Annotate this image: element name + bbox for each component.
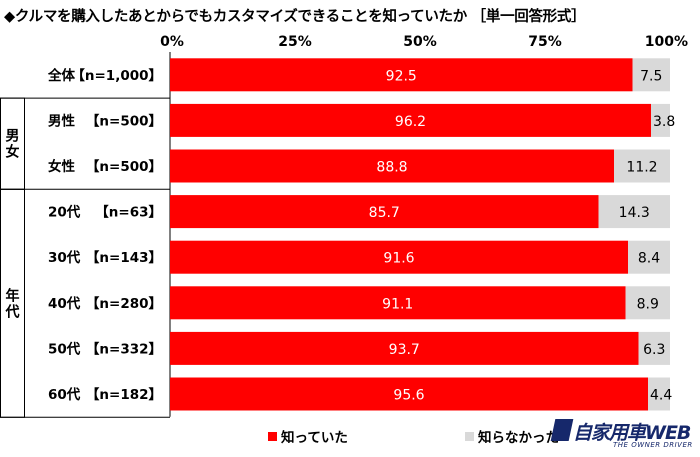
data-label-knew: 88.8 — [376, 160, 407, 176]
bar-knew — [170, 240, 628, 274]
legend-didnt-know: 知らなかった — [465, 426, 559, 446]
data-label-knew: 92.5 — [386, 68, 417, 84]
legend-swatch-didnt-know — [465, 432, 474, 441]
bar-didnt-know — [638, 331, 670, 365]
brand-name: 自家用車WEB — [573, 422, 691, 444]
x-tick-label: 75% — [528, 34, 562, 50]
data-label-didnt-know: 14.3 — [619, 205, 650, 221]
row-sample-size: 【n=280】 — [86, 296, 162, 312]
bar-knew — [170, 286, 626, 320]
row-sample-size: 【n=332】 — [86, 341, 162, 357]
bar-didnt-know — [628, 240, 670, 274]
row-sample-size: 【n=182】 — [86, 387, 162, 403]
data-label-didnt-know: 11.2 — [626, 160, 657, 176]
data-label-knew: 95.6 — [393, 388, 424, 404]
row-label: 全体 — [47, 67, 75, 84]
bar-knew — [170, 195, 599, 229]
data-label-didnt-know: 3.8 — [653, 114, 675, 130]
bar-knew — [170, 149, 614, 183]
legend-knew: 知っていた — [268, 426, 348, 446]
bar-knew — [170, 377, 648, 411]
bar-didnt-know — [651, 103, 670, 137]
bar-didnt-know — [632, 58, 670, 92]
data-label-didnt-know: 8.9 — [637, 296, 659, 312]
x-tick-label: 100% — [645, 34, 688, 50]
row-sample-size: 【n=63】 — [95, 205, 162, 221]
bar-didnt-know — [625, 286, 670, 320]
data-label-didnt-know: 8.4 — [638, 251, 660, 267]
bar-knew — [170, 58, 633, 92]
row-sample-size: 【n=500】 — [86, 159, 162, 175]
row-sample-size: 【n=500】 — [86, 113, 162, 129]
row-sample-size: 【n=1,000】 — [71, 68, 162, 84]
row-label: 60代 — [48, 386, 81, 403]
bar-didnt-know — [598, 195, 670, 229]
row-label: 男性 — [48, 112, 75, 129]
legend-label-knew: 知っていた — [281, 430, 348, 446]
brand-mark-icon — [550, 419, 574, 441]
group-label: 代 — [5, 303, 20, 320]
row-label: 50代 — [48, 340, 81, 357]
group-label: 女 — [6, 144, 20, 161]
bar-knew — [170, 103, 651, 137]
data-label-knew: 96.2 — [395, 114, 426, 130]
data-label-didnt-know: 6.3 — [643, 342, 665, 358]
row-label: 30代 — [48, 249, 81, 266]
bar-didnt-know — [648, 377, 670, 411]
data-label-knew: 91.6 — [383, 251, 414, 267]
brand-logo: 自家用車WEB THE OWNER DRIVER — [550, 417, 692, 451]
chart-title: ◆クルマを購入したあとからでもカスタマイズできることを知っていたか ［単一回答形… — [4, 9, 586, 25]
brand-tagline: THE OWNER DRIVER — [613, 441, 693, 449]
data-label-knew: 93.7 — [389, 342, 420, 358]
bar-didnt-know — [614, 149, 670, 183]
legend-label-didnt-know: 知らなかった — [478, 430, 559, 446]
data-label-didnt-know: 7.5 — [640, 68, 662, 84]
group-label: 年 — [6, 287, 20, 304]
row-label: 20代 — [48, 204, 81, 221]
data-label-knew: 85.7 — [369, 205, 400, 221]
x-tick-label: 25% — [278, 34, 312, 50]
bar-knew — [170, 331, 639, 365]
row-label: 40代 — [48, 295, 81, 312]
group-label: 男 — [6, 129, 20, 145]
row-sample-size: 【n=143】 — [86, 250, 162, 266]
x-tick-label: 50% — [403, 34, 437, 50]
legend-swatch-knew — [268, 432, 277, 441]
data-label-didnt-know: 4.4 — [650, 388, 672, 404]
x-tick-label: 0% — [160, 34, 184, 50]
data-label-knew: 91.1 — [382, 296, 413, 312]
row-label: 女性 — [48, 158, 75, 175]
